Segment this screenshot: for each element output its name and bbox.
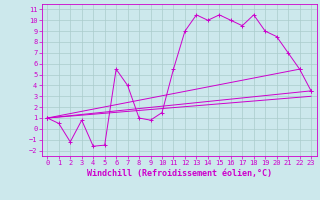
X-axis label: Windchill (Refroidissement éolien,°C): Windchill (Refroidissement éolien,°C) bbox=[87, 169, 272, 178]
